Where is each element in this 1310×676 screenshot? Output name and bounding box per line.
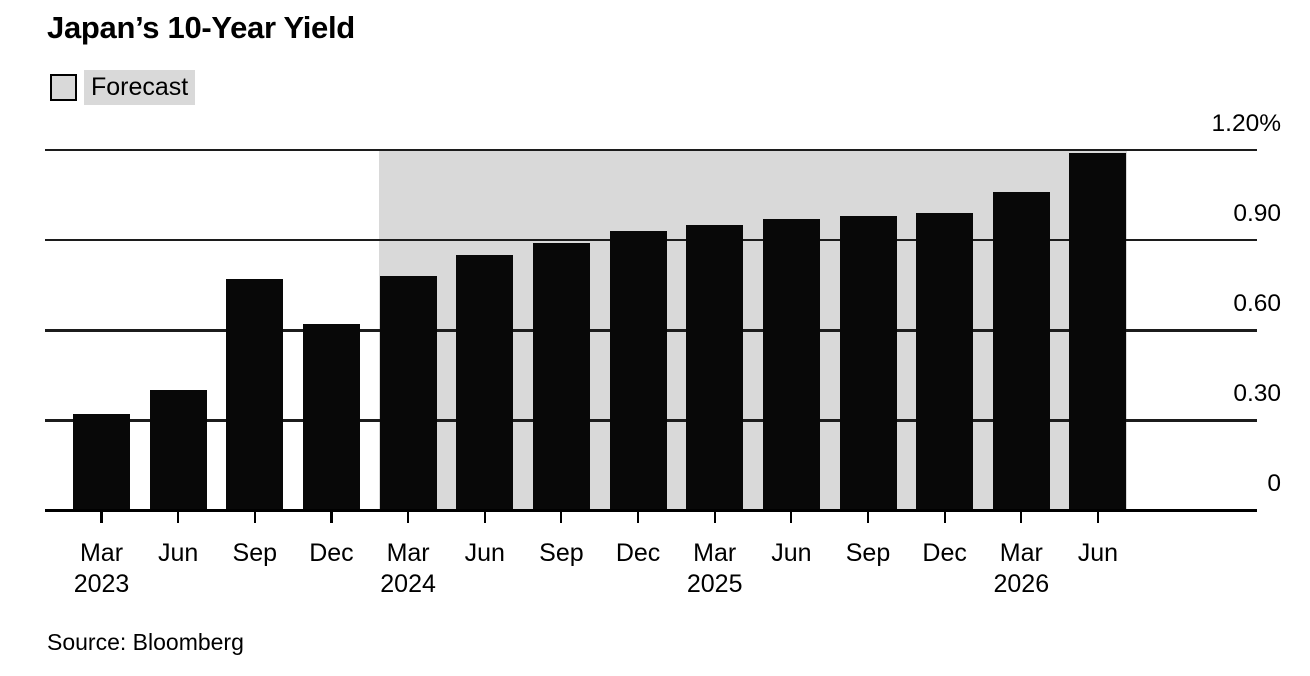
chart-title: Japan’s 10-Year Yield bbox=[47, 10, 355, 45]
x-axis-tick bbox=[330, 512, 333, 523]
x-axis-label-jun-2023: Jun bbox=[157, 539, 199, 567]
bar-sep-2024 bbox=[532, 243, 590, 512]
x-axis-label-mar-2023: Mar bbox=[79, 539, 124, 567]
y-axis-label: 0 bbox=[1267, 470, 1281, 497]
x-axis-year-2026: 2026 bbox=[993, 570, 1050, 598]
x-axis-tick bbox=[943, 512, 946, 523]
forecast-legend-label: Forecast bbox=[84, 70, 196, 105]
x-axis-label-jun-2025: Jun bbox=[771, 539, 812, 567]
x-axis-tick bbox=[100, 512, 103, 523]
x-axis-year-2024: 2024 bbox=[380, 570, 436, 598]
x-axis-label-dec-2025: Dec bbox=[922, 539, 967, 567]
bar-jun-2023 bbox=[149, 390, 207, 512]
x-axis-label-mar-2025: Mar bbox=[693, 539, 737, 567]
bar-dec-2024 bbox=[609, 231, 667, 512]
forecast-legend: Forecast bbox=[50, 70, 196, 105]
x-axis-label-sep-2024: Sep bbox=[539, 539, 584, 567]
bar-jun-2026 bbox=[1069, 153, 1127, 512]
x-axis-label-jun-2026: Jun bbox=[1077, 539, 1119, 567]
source-caption: Source: Bloomberg bbox=[47, 629, 244, 655]
bar-sep-2023 bbox=[226, 279, 284, 512]
x-axis-tick bbox=[407, 512, 410, 523]
x-axis-line bbox=[45, 509, 1257, 513]
bar-jun-2025 bbox=[762, 219, 820, 512]
y-axis-label: 0.60 bbox=[1233, 289, 1281, 317]
gridline-1.20 bbox=[45, 148, 1257, 152]
x-axis-year-2023: 2023 bbox=[73, 570, 130, 598]
x-axis-label-jun-2024: Jun bbox=[464, 539, 505, 567]
x-axis-year-2025: 2025 bbox=[686, 570, 743, 598]
x-axis-label-mar-2026: Mar bbox=[999, 539, 1043, 567]
bar-dec-2025 bbox=[916, 213, 974, 512]
bar-mar-2026 bbox=[992, 192, 1050, 512]
bar-mar-2025 bbox=[686, 225, 744, 512]
bar-mar-2024 bbox=[379, 276, 437, 512]
x-axis-tick bbox=[253, 512, 256, 523]
x-axis-tick bbox=[483, 512, 486, 523]
bar-mar-2023 bbox=[73, 414, 130, 512]
x-axis-label-mar-2024: Mar bbox=[386, 539, 430, 567]
x-axis-tick bbox=[636, 512, 640, 523]
x-axis-tick bbox=[177, 512, 180, 523]
x-axis-label-dec-2023: Dec bbox=[309, 539, 354, 567]
bar-dec-2023 bbox=[302, 324, 360, 512]
x-axis-tick bbox=[713, 512, 716, 523]
x-axis-tick bbox=[790, 512, 793, 523]
x-axis-label-dec-2024: Dec bbox=[615, 539, 661, 567]
bar-jun-2024 bbox=[456, 255, 514, 512]
forecast-swatch-icon bbox=[50, 74, 77, 101]
x-axis-label-sep-2023: Sep bbox=[232, 539, 278, 567]
x-axis-tick bbox=[1020, 512, 1023, 523]
y-axis-label: 0.90 bbox=[1233, 199, 1281, 227]
x-axis-tick bbox=[560, 512, 563, 523]
x-axis-label-sep-2025: Sep bbox=[845, 539, 891, 567]
y-axis-label: 1.20% bbox=[1211, 109, 1281, 137]
y-axis-label: 0.30 bbox=[1233, 379, 1281, 407]
bar-sep-2025 bbox=[839, 216, 897, 512]
x-axis-tick bbox=[866, 512, 870, 523]
x-axis-tick bbox=[1096, 512, 1100, 523]
